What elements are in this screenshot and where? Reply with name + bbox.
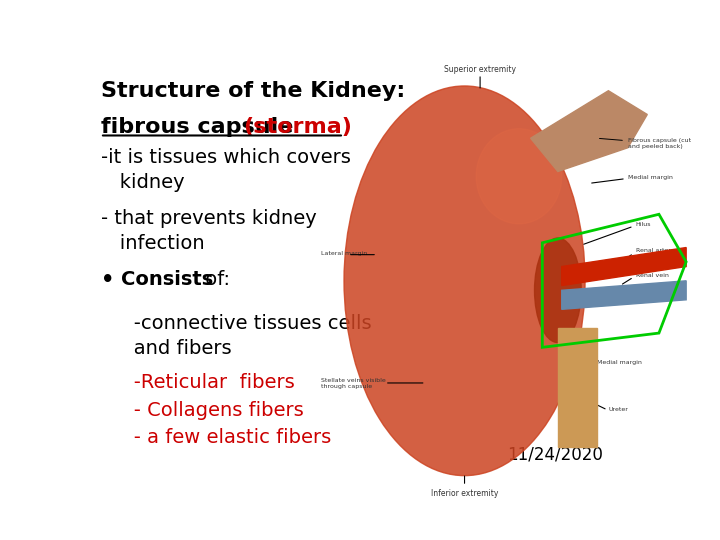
Text: Ureter: Ureter xyxy=(608,408,629,413)
Text: Superior extremity: Superior extremity xyxy=(444,65,516,73)
Text: - a few elastic fibers: - a few elastic fibers xyxy=(115,428,331,448)
Text: - Collagens fibers: - Collagens fibers xyxy=(115,401,304,420)
Text: Lateral margin: Lateral margin xyxy=(320,251,367,255)
Text: of:: of: xyxy=(199,271,230,289)
Ellipse shape xyxy=(476,129,562,224)
Text: fibrous capsule: fibrous capsule xyxy=(101,117,301,137)
Text: Medial margin: Medial margin xyxy=(597,360,642,365)
Text: Renal vein: Renal vein xyxy=(636,273,668,278)
Text: 11/24/2020: 11/24/2020 xyxy=(508,446,603,464)
Text: -it is tissues which covers
   kidney: -it is tissues which covers kidney xyxy=(101,148,351,192)
Text: Renal pelvis: Renal pelvis xyxy=(636,297,673,302)
Polygon shape xyxy=(558,328,597,447)
Text: Consists: Consists xyxy=(121,271,213,289)
Text: -Reticular  fibers: -Reticular fibers xyxy=(115,373,295,392)
Text: (storma): (storma) xyxy=(243,117,352,137)
Ellipse shape xyxy=(534,238,581,342)
Text: - that prevents kidney
   infection: - that prevents kidney infection xyxy=(101,209,317,253)
Ellipse shape xyxy=(344,86,585,476)
Polygon shape xyxy=(562,281,686,309)
Text: Inferior extremity: Inferior extremity xyxy=(431,489,498,498)
Text: Hilus: Hilus xyxy=(636,222,651,227)
Text: Fibrous capsule (cut
and peeled back): Fibrous capsule (cut and peeled back) xyxy=(600,138,691,148)
Text: Renal artery: Renal artery xyxy=(636,248,675,253)
Text: -connective tissues cells
   and fibers: -connective tissues cells and fibers xyxy=(115,314,372,358)
Polygon shape xyxy=(562,247,686,286)
Text: Medial margin: Medial margin xyxy=(628,174,672,180)
Text: Stellate veins visible
through capsule: Stellate veins visible through capsule xyxy=(320,377,385,389)
Polygon shape xyxy=(531,91,647,172)
Text: •: • xyxy=(101,271,122,291)
Text: Structure of the Kidney:: Structure of the Kidney: xyxy=(101,82,405,102)
